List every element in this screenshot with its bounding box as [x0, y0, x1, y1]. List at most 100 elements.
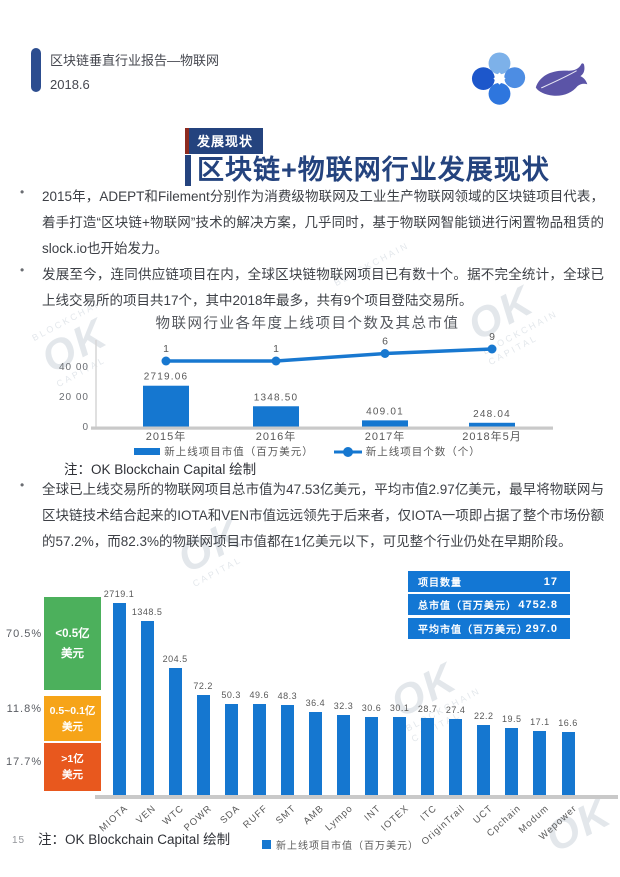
chart1-plot: 40 00 20 00 0 2719.06 1348.50 409.01 248.04 201…: [59, 331, 553, 443]
bar-2018年5月: [469, 422, 515, 427]
bar-RUFF: [252, 704, 266, 795]
bar-SDA: [224, 704, 238, 795]
stat-label: 项目数量: [418, 578, 462, 589]
bucket-text: 美元: [62, 720, 83, 733]
bar-value-label: 32.3: [333, 701, 354, 711]
bullet-text: 2015年，ADEPT和Filement分别作为消费级物联网及工业生产物联网领域…: [42, 189, 604, 256]
legend-item: 新上线项目市值（百万美元）: [134, 444, 314, 459]
bar-2015年: [143, 385, 189, 427]
line-point: [271, 356, 281, 366]
line-value-label: 9: [489, 331, 495, 343]
bullet-text: 发展至今，连同供应链项目在内，全球区块链物联网项目已有数十个。据不完全统计，全球…: [42, 267, 604, 308]
bucket-text: 美元: [61, 647, 84, 660]
chart2-note: 注：OK Blockchain Capital 绘制: [38, 832, 231, 847]
line-point: [380, 349, 390, 358]
stat-label: 平均市值（百万美元）: [418, 625, 528, 636]
ok-logo-icon: [471, 52, 526, 105]
bar-value-label: 27.4: [445, 705, 466, 715]
bar-value-label: 1348.50: [254, 392, 299, 403]
chart1-legend: 新上线项目市值（百万美元） 新上线项目个数（个）: [55, 444, 560, 459]
table-row: 项目数量 17: [408, 571, 570, 592]
bar-value-label: 22.2: [474, 711, 494, 721]
bar-MIOTA: [112, 603, 126, 795]
bar-value-label: 36.4: [305, 698, 326, 708]
bar-Cpchain: [505, 728, 519, 795]
bar-INT: [365, 717, 378, 795]
page-title: 区块链+物联网行业发展现状: [185, 155, 550, 186]
bar-VEN: [140, 621, 154, 795]
bucket-label-lt05: <0.5亿 美元: [44, 597, 101, 690]
x-tick-label: 2016年: [256, 429, 296, 443]
y-tick-label: 20 00: [59, 392, 89, 403]
bullet-marker: •: [20, 185, 25, 199]
section-tag: 发展现状: [185, 128, 264, 154]
bar-value-label: 2719.06: [144, 372, 189, 383]
legend-label: 新上线项目个数（个）: [365, 446, 481, 458]
stat-value: 4752.8: [518, 598, 558, 611]
x-tick-label: 2017年: [365, 429, 405, 443]
header-accent-bar: [31, 48, 41, 92]
bar-value-label: 50.3: [221, 690, 241, 700]
legend-item: 新上线项目个数（个）: [333, 444, 481, 459]
whale-logo-icon: [535, 63, 588, 96]
bar-value-label: 1348.5: [131, 607, 163, 617]
chart2-legend: 新上线项目市值（百万美元）: [262, 837, 419, 852]
bar-2017年: [362, 420, 408, 427]
bucket-text: 0.5~0.1亿: [49, 704, 96, 717]
chart-projects-by-year: 物联网行业各年度上线项目个数及其总市值 40 00 20 00 0 2719.06 13…: [55, 312, 560, 477]
bucket-share: 17.7%: [6, 756, 43, 768]
bar-UCT: [477, 725, 491, 795]
bar-value-label: 204.5: [162, 654, 188, 664]
bar-value-label: 16.6: [558, 718, 578, 728]
bar-Wepower: [561, 732, 575, 795]
report-date: 2018.6: [50, 77, 90, 92]
bar-value-label: 49.6: [249, 690, 270, 700]
bullet-item: • 2015年，ADEPT和Filement分别作为消费级物联网及工业生产物联网…: [20, 184, 604, 262]
stat-label: 总市值（百万美元）: [418, 601, 517, 612]
bucket-text: >1亿: [61, 753, 84, 765]
count-line: [166, 347, 493, 363]
line-point: [487, 344, 497, 354]
report-title: 区块链垂直行业报告—物联网: [50, 53, 220, 68]
bar-value-label: 30.6: [361, 703, 382, 713]
bar-value-label: 72.2: [193, 681, 213, 691]
line-value-label: 1: [163, 343, 169, 355]
bar-Lympo: [337, 715, 350, 795]
bar-value-label: 48.3: [277, 691, 298, 701]
bullet-marker: •: [20, 263, 25, 277]
stats-table: 项目数量 17 总市值（百万美元） 4752.8 平均市值（百万美元） 297.…: [408, 571, 570, 641]
line-value-label: 6: [382, 336, 388, 348]
legend-label: 新上线项目市值（百万美元）: [276, 841, 419, 852]
bar-Modum: [533, 731, 547, 795]
bar-value-label: 19.5: [502, 714, 522, 724]
report-header: 区块链垂直行业报告—物联网 2018.6: [50, 49, 219, 97]
bar-value-label: 17.1: [530, 717, 550, 727]
stat-value: 17: [543, 575, 558, 588]
line-value-label: 1: [273, 343, 279, 355]
bullet-item: • 发展至今，连同供应链项目在内，全球区块链物联网项目已有数十个。据不完全统计，…: [20, 262, 604, 314]
bar-value-label: 2719.1: [103, 589, 135, 599]
x-tick-label: 2015年: [146, 429, 186, 443]
table-row: 平均市值（百万美元） 297.0: [408, 618, 570, 639]
line-point: [161, 356, 171, 366]
bucket-share: 11.8%: [6, 703, 42, 715]
bucket-label-gt1: >1亿 美元: [44, 743, 101, 791]
bucket-share: 70.5%: [6, 628, 43, 640]
bucket-text: 美元: [62, 769, 83, 781]
bar-value-label: 248.04: [473, 409, 511, 420]
legend-label: 新上线项目市值（百万美元）: [164, 446, 314, 458]
chart-project-marketcap: 70.5% 11.8% 17.7% <0.5亿 美元 0.5~0.1亿 美元 >…: [0, 560, 620, 877]
stat-value: 297.0: [525, 622, 558, 635]
line-swatch-icon: [333, 446, 362, 457]
bar-AMB: [308, 712, 322, 795]
x-axis: [91, 426, 553, 430]
bar-swatch-icon: [262, 840, 271, 849]
chart2-baseline: [95, 795, 618, 799]
y-tick-label: 0: [82, 422, 89, 433]
table-row: 总市值（百万美元） 4752.8: [408, 594, 570, 615]
bar-2016年: [253, 406, 299, 427]
section-heading: 发展现状 区块链+物联网行业发展现状: [185, 128, 550, 186]
bar-value-label: 409.01: [366, 406, 404, 417]
bar-POWR: [196, 695, 210, 795]
